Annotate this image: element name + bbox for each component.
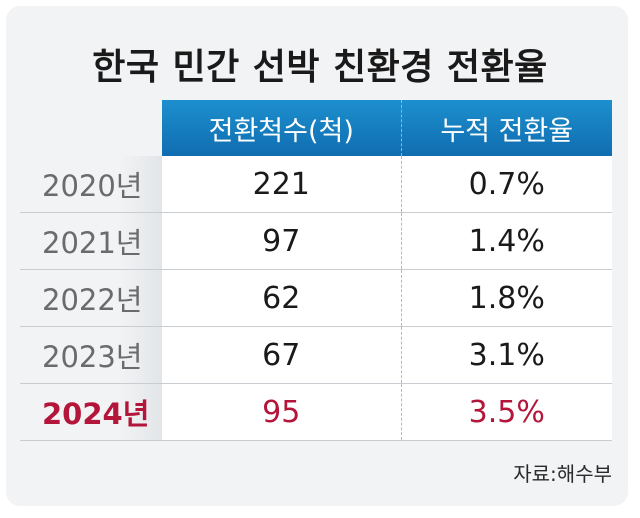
header-row: 전환척수(척) 누적 전환율 xyxy=(20,100,612,156)
row-year: 2021년 xyxy=(20,212,162,270)
column-header-count: 전환척수(척) xyxy=(162,100,402,156)
highlighted-table-row: 2024년 95 3.5% xyxy=(20,383,612,441)
row-count: 62 xyxy=(162,269,402,327)
row-year: 2024년 xyxy=(20,383,162,441)
table-row: 2021년 97 1.4% xyxy=(20,212,612,270)
table-row: 2020년 221 0.7% xyxy=(20,156,612,213)
source-note: 자료:해수부 xyxy=(513,462,612,486)
row-rate: 3.1% xyxy=(401,326,612,384)
row-year: 2023년 xyxy=(20,326,162,384)
row-count: 67 xyxy=(162,326,402,384)
row-year: 2022년 xyxy=(20,269,162,327)
row-count: 95 xyxy=(162,383,402,441)
row-year: 2020년 xyxy=(20,156,162,213)
table-row: 2022년 62 1.8% xyxy=(20,269,612,327)
row-count: 97 xyxy=(162,212,402,270)
header-corner xyxy=(20,100,162,156)
table-row: 2023년 67 3.1% xyxy=(20,326,612,384)
row-rate: 1.4% xyxy=(401,212,612,270)
chart-title: 한국 민간 선박 친환경 전환율 xyxy=(92,47,548,88)
row-count: 221 xyxy=(162,156,402,213)
row-rate: 1.8% xyxy=(401,269,612,327)
row-rate: 0.7% xyxy=(401,156,612,213)
row-rate: 3.5% xyxy=(401,383,612,441)
column-header-rate: 누적 전환율 xyxy=(401,100,612,156)
data-table: 전환척수(척) 누적 전환율 2020년 221 0.7% 2021년 97 1… xyxy=(20,100,612,441)
